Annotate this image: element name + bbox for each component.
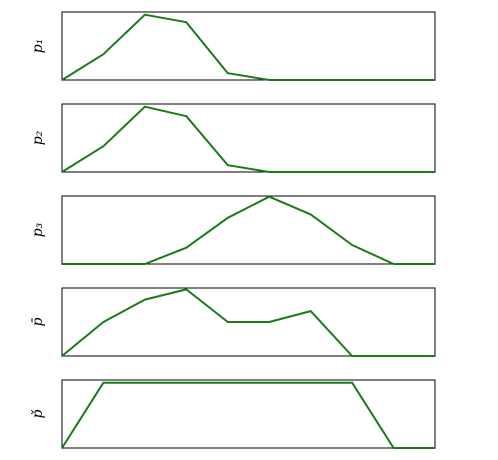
data-point xyxy=(392,171,395,173)
data-point xyxy=(268,321,271,323)
data-point xyxy=(392,355,395,357)
data-point xyxy=(102,381,105,384)
data-point xyxy=(61,171,63,173)
subplot-5: p̌ xyxy=(30,379,436,449)
data-point xyxy=(185,21,188,24)
data-point xyxy=(351,355,353,357)
data-point xyxy=(309,381,312,384)
data-point xyxy=(102,321,105,323)
data-point xyxy=(226,321,229,323)
data-point xyxy=(226,381,229,384)
data-point xyxy=(102,263,105,265)
axes-frame xyxy=(61,287,436,357)
data-point xyxy=(309,310,312,312)
series-line xyxy=(61,105,435,173)
y-axis-label: p₃ xyxy=(30,222,46,237)
data-point xyxy=(144,105,146,108)
axes-frame xyxy=(61,103,436,173)
data-point xyxy=(61,79,63,81)
data-point xyxy=(61,447,63,449)
data-point xyxy=(351,244,353,246)
data-point xyxy=(102,145,105,148)
data-point xyxy=(434,79,436,81)
data-point xyxy=(351,381,353,384)
data-point xyxy=(61,355,63,357)
axes-frame xyxy=(61,11,436,81)
data-point xyxy=(268,381,271,384)
data-point xyxy=(185,246,188,249)
subplot-3: p₃ xyxy=(30,195,436,265)
data-point xyxy=(309,213,312,216)
data-point xyxy=(351,171,353,173)
data-point xyxy=(226,164,229,167)
data-point xyxy=(309,79,312,81)
series-line xyxy=(62,195,435,265)
series-line xyxy=(61,13,435,81)
subplot-2: p₂ xyxy=(30,103,436,173)
data-point xyxy=(102,53,105,56)
data-point xyxy=(144,298,146,301)
y-axis-label: p̌ xyxy=(30,409,46,418)
data-point xyxy=(226,216,229,219)
data-point xyxy=(185,115,188,118)
data-point xyxy=(434,355,436,357)
data-point xyxy=(185,288,188,291)
data-point xyxy=(144,263,146,265)
data-point xyxy=(144,381,146,384)
data-point xyxy=(309,171,312,173)
y-axis-label: p₁ xyxy=(30,39,46,54)
y-axis-label: p₂ xyxy=(30,130,46,145)
y-axis-label: p̄ xyxy=(30,317,46,326)
data-point xyxy=(434,447,436,449)
data-point xyxy=(226,72,229,75)
data-point xyxy=(268,195,271,198)
subplot-4: p̄ xyxy=(30,287,436,357)
axes-frame xyxy=(61,379,436,449)
data-point xyxy=(268,79,271,81)
data-point xyxy=(61,263,63,265)
axes-frame xyxy=(61,195,436,265)
data-point xyxy=(434,171,436,173)
data-point xyxy=(392,263,395,265)
data-point xyxy=(268,171,271,173)
data-point xyxy=(144,13,146,16)
data-point xyxy=(392,447,395,449)
subplot-1: p₁ xyxy=(30,11,436,81)
data-point xyxy=(351,79,353,81)
data-point xyxy=(392,79,395,81)
data-point xyxy=(185,381,188,384)
series-line xyxy=(61,381,435,449)
data-point xyxy=(434,263,436,265)
series-line xyxy=(61,288,435,357)
